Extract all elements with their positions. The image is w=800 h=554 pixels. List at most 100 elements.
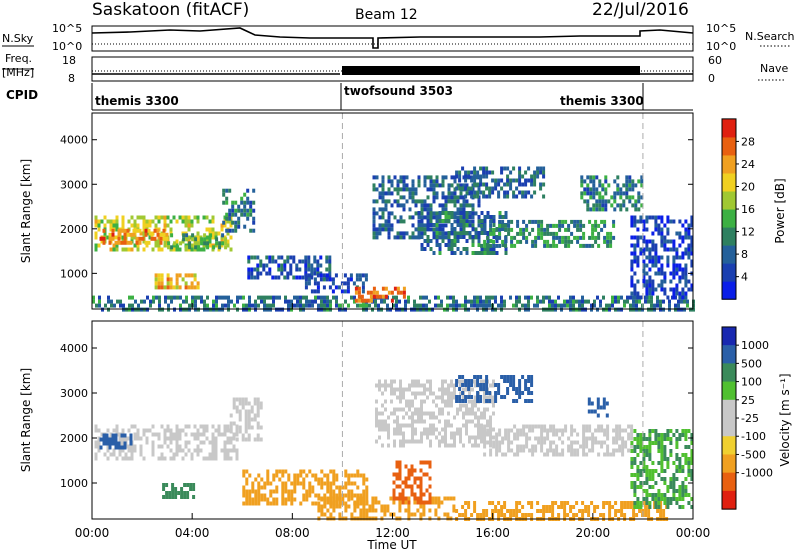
data-cell bbox=[304, 267, 308, 272]
data-cell bbox=[681, 433, 685, 437]
data-cell bbox=[211, 448, 215, 453]
data-cell bbox=[545, 295, 548, 300]
data-cell bbox=[462, 219, 466, 223]
data-cell bbox=[103, 452, 107, 457]
data-cell bbox=[590, 409, 594, 414]
data-cell bbox=[268, 255, 272, 260]
data-cell bbox=[432, 215, 436, 220]
data-cell bbox=[145, 428, 149, 433]
data-cell bbox=[214, 428, 218, 433]
data-cell bbox=[332, 500, 336, 505]
data-cell bbox=[362, 512, 366, 517]
data-cell bbox=[414, 211, 418, 216]
colorbar-tick-label: -1000 bbox=[741, 467, 773, 480]
data-cell bbox=[491, 178, 495, 183]
data-cell bbox=[512, 166, 516, 171]
data-cell bbox=[669, 453, 673, 457]
data-cell bbox=[477, 407, 480, 412]
data-cell bbox=[485, 387, 489, 391]
data-cell bbox=[224, 245, 228, 250]
data-cell bbox=[125, 307, 128, 312]
data-cell bbox=[666, 215, 670, 220]
data-cell bbox=[310, 263, 314, 268]
data-cell bbox=[196, 432, 200, 437]
data-cell bbox=[518, 182, 522, 187]
data-cell bbox=[486, 211, 490, 215]
data-cell bbox=[621, 428, 625, 433]
data-cell bbox=[238, 401, 242, 406]
data-cell bbox=[536, 170, 540, 175]
data-cell bbox=[355, 277, 359, 282]
data-cell bbox=[332, 473, 336, 478]
data-cell bbox=[453, 243, 457, 247]
data-cell bbox=[399, 395, 402, 400]
data-cell bbox=[196, 285, 200, 290]
data-cell bbox=[256, 421, 260, 426]
data-cell bbox=[485, 307, 488, 312]
data-cell bbox=[471, 215, 475, 219]
data-cell bbox=[94, 452, 98, 457]
data-cell bbox=[498, 215, 502, 219]
data-cell bbox=[494, 178, 498, 183]
data-cell bbox=[447, 247, 451, 251]
data-cell bbox=[589, 175, 593, 180]
data-cell bbox=[429, 215, 433, 219]
data-cell bbox=[188, 241, 192, 246]
data-cell bbox=[151, 247, 155, 252]
power-colorbar-label: Power [dB] bbox=[773, 178, 787, 243]
data-cell bbox=[203, 299, 206, 304]
data-cell bbox=[329, 512, 333, 517]
data-cell bbox=[272, 303, 275, 308]
data-cell bbox=[675, 231, 679, 236]
data-cell bbox=[660, 255, 664, 260]
data-cell bbox=[432, 187, 436, 192]
data-cell bbox=[465, 219, 469, 224]
data-cell bbox=[485, 166, 489, 171]
data-cell bbox=[417, 179, 421, 184]
x-tick-label: 00:00 bbox=[676, 526, 711, 540]
data-cell bbox=[269, 493, 273, 498]
data-cell bbox=[491, 501, 495, 505]
data-cell bbox=[512, 399, 516, 403]
data-cell bbox=[247, 425, 251, 430]
data-cell bbox=[522, 432, 526, 437]
nsky-trace bbox=[91, 27, 694, 49]
data-cell bbox=[600, 444, 604, 449]
data-cell bbox=[678, 461, 682, 465]
data-cell bbox=[102, 236, 106, 241]
data-cell bbox=[548, 307, 551, 312]
data-cell bbox=[524, 303, 527, 308]
data-cell bbox=[666, 501, 670, 505]
data-cell bbox=[393, 199, 397, 204]
data-cell bbox=[626, 299, 629, 304]
data-cell bbox=[452, 295, 455, 300]
data-cell bbox=[256, 437, 260, 442]
data-cell bbox=[468, 439, 471, 444]
data-cell bbox=[240, 208, 244, 213]
data-cell bbox=[257, 303, 260, 308]
data-cell bbox=[681, 275, 685, 280]
data-cell bbox=[555, 452, 559, 457]
data-cell bbox=[226, 424, 230, 429]
data-cell bbox=[622, 199, 626, 204]
data-cell bbox=[455, 307, 458, 312]
data-cell bbox=[299, 307, 302, 312]
data-cell bbox=[629, 505, 633, 509]
data-cell bbox=[636, 505, 640, 509]
data-cell bbox=[660, 263, 664, 268]
data-cell bbox=[630, 481, 634, 485]
data-cell bbox=[566, 501, 570, 505]
data-cell bbox=[660, 469, 664, 473]
data-cell bbox=[153, 236, 157, 241]
data-cell bbox=[594, 428, 598, 433]
data-cell bbox=[390, 411, 393, 416]
data-cell bbox=[516, 448, 520, 453]
data-cell bbox=[503, 194, 507, 199]
data-cell bbox=[372, 187, 376, 192]
data-cell bbox=[260, 295, 263, 300]
data-cell bbox=[227, 295, 230, 300]
data-cell bbox=[540, 440, 544, 445]
data-cell bbox=[586, 199, 590, 204]
data-cell bbox=[512, 387, 516, 391]
data-cell bbox=[372, 175, 376, 180]
